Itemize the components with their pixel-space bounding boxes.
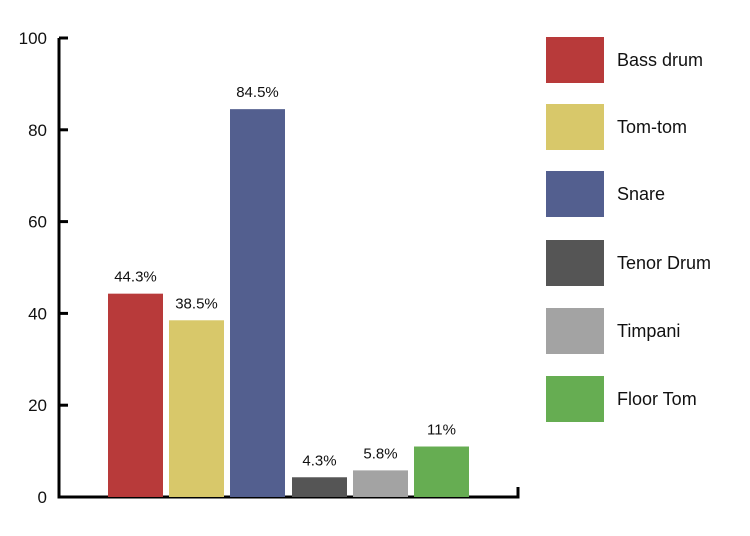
legend-item-tenor-drum: Tenor Drum: [546, 240, 711, 286]
legend-item-timpani: Timpani: [546, 308, 680, 354]
bar-snare: [230, 109, 285, 498]
legend-item-floor-tom: Floor Tom: [546, 376, 697, 422]
data-label-tenor-drum: 4.3%: [302, 452, 336, 469]
data-label-timpani: 5.8%: [363, 445, 397, 462]
y-tick-label-40: 40: [28, 304, 47, 323]
legend-label-floor-tom: Floor Tom: [617, 388, 697, 409]
data-label-tom-tom: 38.5%: [175, 295, 218, 312]
y-tick-label-0: 0: [38, 488, 47, 507]
legend-label-snare: Snare: [617, 183, 666, 204]
legend-item-bass-drum: Bass drum: [546, 37, 703, 83]
legend-swatch-tenor-drum: [546, 240, 604, 286]
bar-timpani: [353, 470, 408, 497]
legend-label-bass-drum: Bass drum: [617, 49, 704, 70]
legend-swatch-tom-tom: [546, 104, 604, 150]
data-labels: 44.3% 38.5% 84.5% 4.3% 5.8% 11%: [114, 84, 456, 469]
legend-label-timpani: Timpani: [617, 320, 681, 341]
y-tick-label-20: 20: [28, 396, 47, 415]
legend-item-snare: Snare: [546, 171, 665, 217]
y-tick-label-100: 100: [19, 29, 47, 48]
legend-swatch-bass-drum: [546, 37, 604, 83]
legend-item-tom-tom: Tom-tom: [546, 104, 687, 150]
bars: [108, 109, 469, 498]
bar-bass-drum: [108, 293, 163, 497]
legend-swatch-snare: [546, 171, 604, 217]
data-label-floor-tom: 11%: [427, 422, 456, 439]
legend-swatch-floor-tom: [546, 376, 604, 422]
y-tick-label-80: 80: [28, 121, 47, 140]
y-tick-label-60: 60: [28, 213, 47, 232]
legend-swatch-timpani: [546, 308, 604, 354]
data-label-bass-drum: 44.3%: [114, 269, 157, 286]
bar-tenor-drum: [292, 477, 347, 497]
legend-label-tom-tom: Tom-tom: [617, 116, 688, 137]
legend-label-tenor-drum: Tenor Drum: [617, 252, 712, 273]
data-label-snare: 84.5%: [236, 84, 279, 101]
bar-floor-tom: [414, 446, 469, 497]
bar-tom-tom: [169, 320, 224, 497]
